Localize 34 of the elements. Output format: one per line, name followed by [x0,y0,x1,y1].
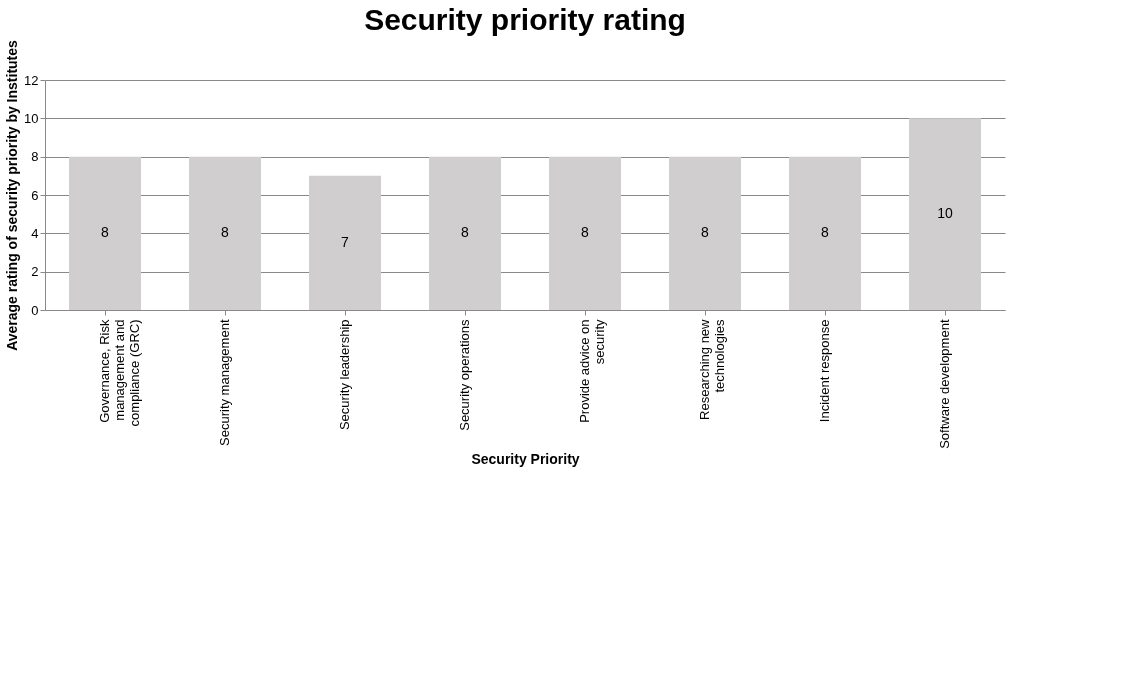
data-label: 8 [461,224,470,241]
y-tick-label: 8 [31,149,39,165]
x-tick-label: Security operations [457,319,472,431]
y-tick-label: 0 [31,302,39,318]
y-tick-label: 12 [24,72,39,88]
x-axis-title: Security Priority [471,450,580,467]
x-tick-label: Incident response [817,319,832,423]
bar [789,156,861,310]
x-tick-label: Security management [217,319,232,446]
bar [69,156,141,310]
y-tick-label: 10 [24,110,39,126]
data-label: 8 [701,224,710,241]
x-tick-label: Security leadership [337,319,352,431]
bar [909,118,981,310]
x-tick-label: Governance, Risk management and compliance (GRC) [97,319,142,427]
y-tick-label: 2 [31,264,39,280]
x-tick-label: Researching new technologies [697,318,727,420]
data-label: 7 [341,233,350,250]
data-label: 8 [101,224,110,241]
y-tick-label: 4 [31,225,39,241]
bar [429,156,501,310]
data-label: 10 [937,205,953,222]
bar [669,156,741,310]
y-axis-title: Average rating of security priority by Institutes [4,39,21,351]
data-label: 8 [221,224,230,241]
bar [189,156,261,310]
data-label: 8 [581,224,590,241]
x-tick-label: Software development [937,319,952,449]
data-label: 8 [821,224,830,241]
chart-title: Security priority rating [364,2,686,36]
y-tick-label: 6 [31,187,39,203]
bar [309,175,381,310]
x-tick-label: Provide advice on security [577,319,607,423]
bar [549,156,621,310]
